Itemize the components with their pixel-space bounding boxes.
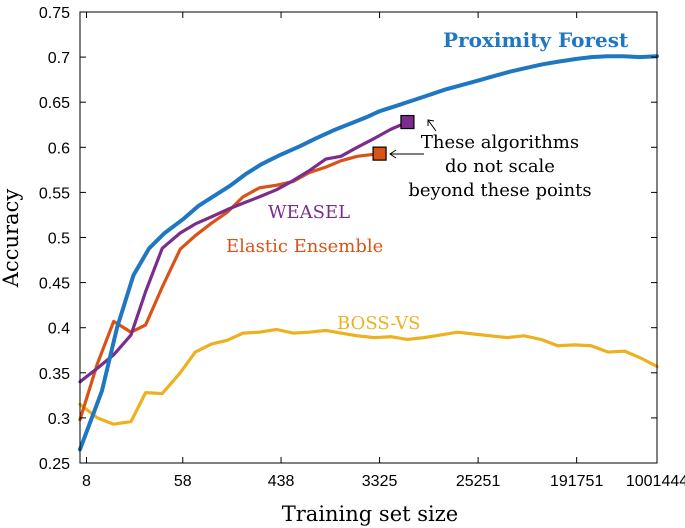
y-tick-label: 0.25	[39, 456, 70, 473]
boss-vs-label: BOSS-VS	[337, 313, 420, 334]
scaling-annotation: These algorithms do not scale beyond the…	[389, 119, 592, 201]
x-tick-label: 1001444	[626, 473, 685, 490]
annotation-arrowhead-elastic	[389, 149, 397, 159]
annotation-arrowhead-weasel	[427, 119, 435, 126]
end-marker-elastic-ensemble	[372, 146, 387, 161]
series-end-markers	[372, 114, 415, 161]
series-line-boss-vs	[78, 327, 659, 426]
y-tick-label: 0.65	[39, 95, 70, 112]
annotation-line-3: beyond these points	[408, 180, 591, 201]
annotation-line-1: These algorithms	[421, 132, 579, 153]
series-lines	[78, 54, 659, 452]
x-tick-label: 191751	[550, 473, 603, 490]
elastic-ensemble-label: Elastic Ensemble	[226, 236, 383, 257]
y-axis-label: Accuracy	[0, 189, 23, 289]
x-tick-label: 438	[268, 473, 295, 490]
end-marker-weasel	[400, 114, 415, 130]
x-tick-label: 8	[82, 473, 91, 490]
y-tick-label: 0.7	[48, 50, 70, 67]
x-tick-label: 25251	[456, 473, 501, 490]
x-tick-label: 58	[174, 473, 192, 490]
y-tick-label: 0.5	[48, 231, 70, 248]
y-tick-label: 0.75	[39, 5, 70, 22]
y-tick-label: 0.45	[39, 276, 70, 293]
x-axis: 8 58 438 3325 25251 191751 1001444	[82, 12, 685, 490]
x-tick-label: 3325	[362, 473, 398, 490]
y-tick-label: 0.6	[48, 140, 70, 157]
weasel-label: WEASEL	[268, 202, 350, 223]
y-axis: 0.25 0.3 0.35 0.4 0.45 0.5 0.55 0.6 0.65 0.7 0.75	[39, 5, 657, 473]
annotation-arrow-weasel	[427, 119, 437, 132]
proximity-forest-label: Proximity Forest	[443, 28, 629, 52]
x-axis-label: Training set size	[282, 502, 458, 526]
series-line-weasel	[78, 120, 410, 384]
y-tick-label: 0.35	[39, 366, 70, 383]
series-line-elastic-ensemble	[78, 152, 382, 422]
y-tick-label: 0.4	[48, 321, 70, 338]
y-tick-label: 0.55	[39, 185, 70, 202]
annotation-line-2: do not scale	[445, 156, 555, 177]
series-line-proximity-forest	[78, 54, 659, 452]
y-tick-label: 0.3	[48, 411, 70, 428]
